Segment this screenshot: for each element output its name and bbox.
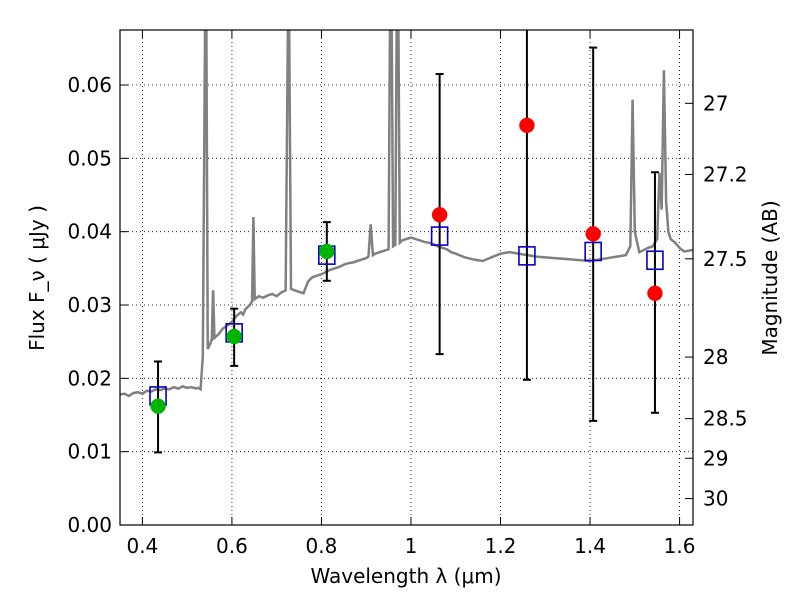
- red-data-point: [647, 285, 663, 302]
- grid: [120, 30, 693, 525]
- y-tick-label: 0.01: [67, 440, 112, 464]
- right-tick-label: 27.5: [703, 247, 748, 271]
- x-axis-title: Wavelength λ (μm): [310, 564, 501, 588]
- x-axis: 0.4 0.6 0.8 1 1.2 1.4 1.6: [126, 30, 695, 558]
- x-tick-label: 0.4: [126, 534, 158, 558]
- right-tick-label: 27: [703, 91, 728, 115]
- x-tick-label: 1.6: [664, 534, 696, 558]
- red-data-point: [585, 226, 601, 242]
- green-data-point: [226, 328, 242, 345]
- y-axis-right-title: Magnitude (AB): [758, 200, 782, 355]
- right-tick-label: 30: [703, 487, 728, 511]
- red-data-point: [519, 117, 535, 134]
- right-tick-label: 28.5: [703, 407, 748, 431]
- green-data-point: [319, 243, 335, 260]
- x-tick-label: 1.4: [574, 534, 606, 558]
- plot-frame: [119, 29, 694, 526]
- y-tick-label: 0.05: [67, 146, 112, 170]
- y-tick-label: 0.06: [67, 73, 112, 97]
- y-tick-label: 0.00: [67, 513, 112, 537]
- green-data-point: [150, 398, 166, 414]
- y-axis-left: 0.00 0.01 0.02 0.03 0.04 0.05 0.06: [67, 73, 128, 537]
- y-tick-label: 0.03: [67, 293, 112, 317]
- model-square: [646, 250, 664, 271]
- model-square: [518, 246, 536, 266]
- model-square: [584, 241, 602, 262]
- red-data-point: [431, 207, 448, 223]
- plot-background: [120, 30, 693, 525]
- y-axis-right: 27 27.2 27.5 28 28.5 29 30: [685, 91, 748, 511]
- observed-photometry-layer: [150, 117, 663, 414]
- y-axis-left-title: Flux F_ν ( μJy ): [25, 205, 49, 351]
- x-tick-label: 0.6: [216, 534, 248, 558]
- y-tick-label: 0.02: [67, 366, 112, 390]
- right-tick-label: 29: [703, 446, 728, 470]
- model-square: [430, 226, 449, 246]
- x-tick-label: 1: [405, 534, 418, 558]
- right-tick-label: 28: [703, 345, 728, 369]
- right-tick-label: 27.2: [703, 162, 748, 186]
- x-tick-label: 1.2: [485, 534, 517, 558]
- x-tick-label: 0.8: [306, 534, 338, 558]
- y-tick-label: 0.04: [67, 220, 112, 244]
